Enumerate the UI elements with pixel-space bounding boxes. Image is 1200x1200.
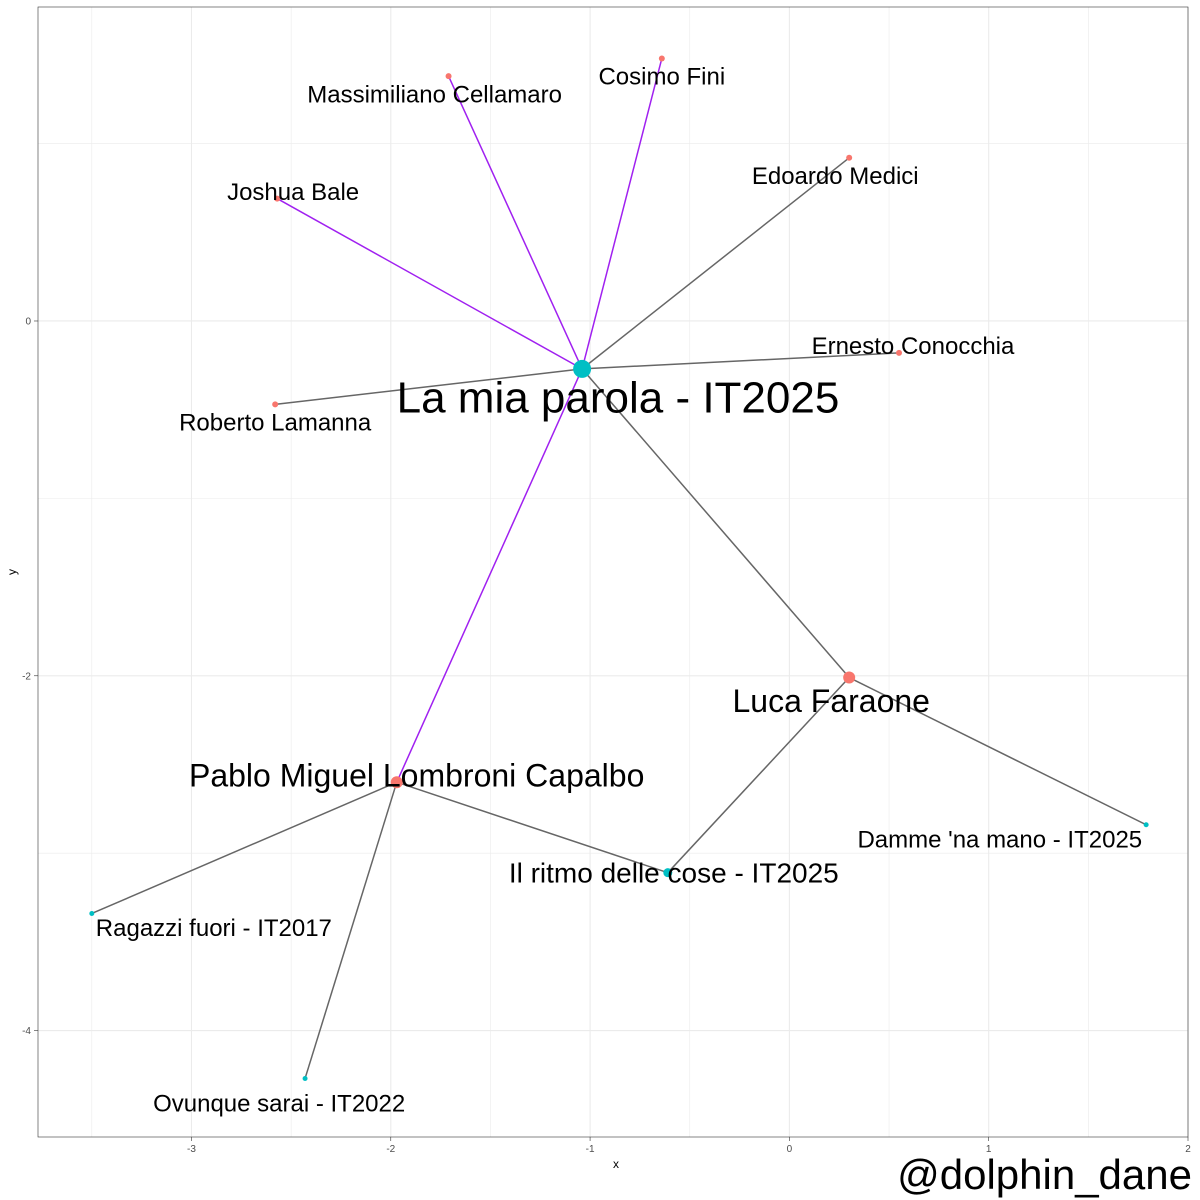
edge-la_mia_parola-pablo xyxy=(396,368,583,783)
edge-la_mia_parola-cosimo xyxy=(581,58,663,370)
minor-gridlines xyxy=(38,7,1188,1137)
node-ernesto xyxy=(896,349,903,356)
node-ragazzi xyxy=(89,910,95,916)
edge-la_mia_parola-massimiliano xyxy=(447,75,583,370)
node-pablo xyxy=(390,776,403,789)
node-cosimo xyxy=(658,55,665,62)
y-axis-ticks: -4 -2 0 xyxy=(22,316,38,1037)
x-tick-label: -2 xyxy=(386,1144,395,1155)
node-label-roberto: Roberto Lamanna xyxy=(179,410,372,437)
node-label-damme: Damme 'na mano - IT2025 xyxy=(857,826,1142,853)
node-damme xyxy=(1143,822,1149,828)
watermark-handle: @dolphin_dane xyxy=(897,1151,1192,1198)
node-ovunque xyxy=(302,1075,308,1081)
edge-la_mia_parola-luca xyxy=(581,368,850,679)
node-edoardo xyxy=(846,154,853,161)
node-massimiliano xyxy=(445,73,452,80)
plot-panel-background xyxy=(38,7,1188,1137)
edge-pablo-ritmo xyxy=(396,781,669,874)
y-tick-label: -2 xyxy=(22,671,31,682)
node-label-ovunque: Ovunque sarai - IT2022 xyxy=(153,1091,405,1118)
node-joshua xyxy=(274,195,281,202)
edge-la_mia_parola-edoardo xyxy=(581,157,850,370)
y-axis-title: y xyxy=(5,569,19,575)
node-label-joshua: Joshua Bale xyxy=(227,179,359,206)
edges xyxy=(91,58,1147,1079)
edge-pablo-ragazzi xyxy=(91,781,398,915)
edge-la_mia_parola-ernesto xyxy=(582,352,900,370)
x-tick-label: 2 xyxy=(1185,1144,1191,1155)
x-tick-label: 0 xyxy=(787,1144,793,1155)
node-label-luca: Luca Faraone xyxy=(733,683,930,719)
plot-panel-border xyxy=(37,6,1189,1138)
node-label-edoardo: Edoardo Medici xyxy=(752,163,919,190)
x-axis-title: x xyxy=(613,1157,619,1171)
node-label-ritmo: Il ritmo delle cose - IT2025 xyxy=(509,857,839,888)
major-gridlines xyxy=(38,7,1189,1137)
y-tick-label: 0 xyxy=(25,316,31,327)
node-label-la_mia_parola: La mia parola - IT2025 xyxy=(397,374,840,423)
x-tick-label: 1 xyxy=(986,1144,992,1155)
node-label-cosimo: Cosimo Fini xyxy=(598,64,725,91)
edge-la_mia_parola-roberto xyxy=(275,368,583,406)
node-label-ragazzi: Ragazzi fuori - IT2017 xyxy=(96,915,332,942)
x-tick-label: -1 xyxy=(586,1144,595,1155)
node-labels: La mia parola - IT2025 Cosimo Fini Massimi… xyxy=(96,64,1142,1118)
x-axis-ticks: -3 -2 -1 0 1 2 xyxy=(187,1137,1191,1155)
node-label-pablo: Pablo Miguel Lombroni Capalbo xyxy=(189,757,644,793)
edge-luca-damme xyxy=(848,676,1147,826)
nodes xyxy=(89,55,1149,1081)
edge-luca-ritmo xyxy=(667,677,850,874)
edge-la_mia_parola-joshua xyxy=(276,197,583,370)
node-ritmo xyxy=(663,868,673,878)
node-luca xyxy=(843,671,856,684)
node-label-ernesto: Ernesto Conocchia xyxy=(812,333,1015,360)
node-la_mia_parola xyxy=(573,359,592,378)
node-roberto xyxy=(272,401,279,408)
y-tick-label: -4 xyxy=(22,1026,31,1037)
x-tick-label: -3 xyxy=(187,1144,196,1155)
edge-pablo-ovunque xyxy=(304,781,398,1079)
node-label-massimiliano: Massimiliano Cellamaro xyxy=(307,81,562,108)
